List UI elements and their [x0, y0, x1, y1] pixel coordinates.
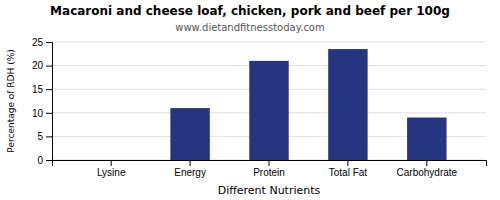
tick: Total Fat [329, 160, 368, 178]
tick-label: Protein [253, 167, 285, 178]
tick-label: 20 [32, 60, 44, 71]
x-axis: Lysine Energy Protein Total Fat Carbohydrate [53, 160, 487, 178]
tick-mark [426, 160, 427, 166]
tick-label: Energy [174, 167, 206, 178]
chart: Macaroni and cheese loaf, chicken, pork … [0, 0, 500, 200]
tick-label: 10 [32, 108, 44, 119]
tick-mark [46, 89, 52, 90]
tick-label: 15 [32, 84, 44, 95]
bar [170, 108, 209, 160]
bars [170, 49, 446, 160]
title: Macaroni and cheese loaf, chicken, pork … [50, 4, 450, 18]
tick: 0 [37, 155, 52, 166]
axis-line [53, 161, 487, 167]
tick-mark [46, 160, 52, 161]
tick: Carbohydrate [397, 160, 458, 178]
axis-line [46, 43, 53, 161]
tick-mark [111, 160, 112, 166]
tick-label: 5 [37, 131, 43, 142]
bar [328, 49, 367, 160]
tick-mark [347, 160, 348, 166]
bar [407, 118, 446, 160]
grid-line [52, 42, 486, 43]
tick-mark [46, 66, 52, 67]
tick-label: Carbohydrate [397, 167, 458, 178]
tick: 15 [32, 84, 52, 95]
tick-mark [269, 160, 270, 166]
tick: 10 [32, 108, 52, 119]
tick: 25 [32, 37, 52, 48]
tick-mark [46, 113, 52, 114]
subtitle: www.dietandfitnesstoday.com [175, 22, 324, 33]
tick: Energy [174, 160, 206, 178]
tick-mark [46, 136, 52, 137]
plot: 0 5 10 15 20 25 Lysine Energy Protein Total Fat Ca… [32, 37, 487, 178]
tick: 20 [32, 60, 52, 71]
tick: 5 [37, 131, 52, 142]
tick-label: Total Fat [329, 167, 368, 178]
x-axis-title: Different Nutrients [218, 184, 321, 197]
tick: Protein [253, 160, 285, 178]
y-axis: 0 5 10 15 20 25 [32, 37, 53, 166]
tick-label: Lysine [97, 167, 126, 178]
grid [52, 42, 486, 160]
tick-mark [46, 42, 52, 43]
tick: Lysine [97, 160, 126, 178]
tick-mark [190, 160, 191, 166]
tick-label: 25 [32, 37, 44, 48]
bar [91, 160, 130, 161]
y-axis-title: Percentage of RDH (%) [6, 49, 16, 152]
bar [249, 61, 288, 160]
tick-label: 0 [37, 155, 43, 166]
